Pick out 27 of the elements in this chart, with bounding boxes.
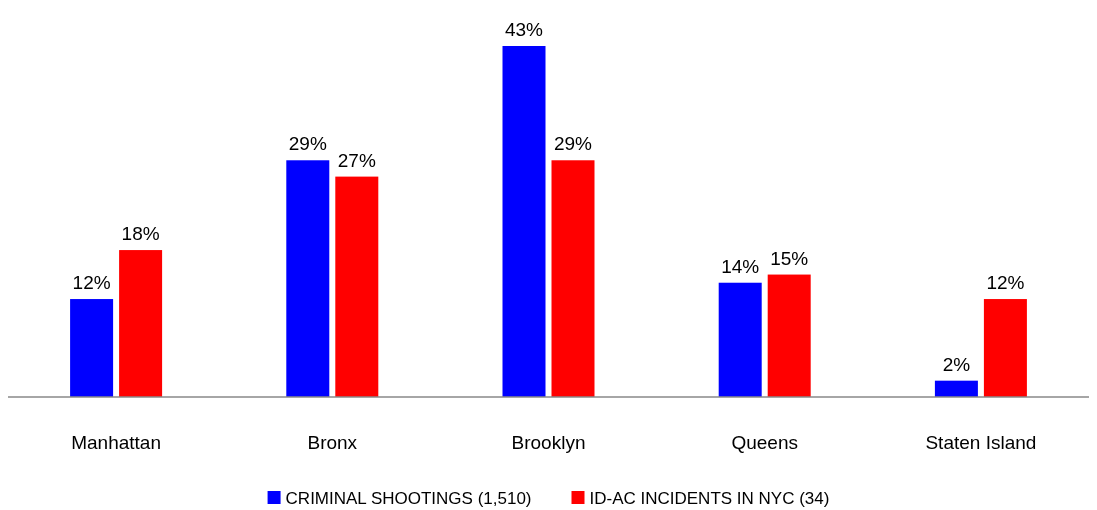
legend-label: ID-AC INCIDENTS IN NYC (34): [589, 489, 830, 508]
bar: [551, 160, 595, 397]
x-tick-label: Queens: [731, 432, 798, 453]
bar: [934, 380, 978, 397]
data-label: 15%: [770, 247, 809, 269]
data-label: 29%: [288, 133, 327, 155]
x-tick-label: Manhattan: [71, 432, 161, 453]
data-label: 29%: [553, 133, 593, 155]
data-label: 43%: [504, 19, 544, 40]
bar: [286, 160, 330, 397]
bar: [70, 299, 114, 397]
x-tick-label: Staten Island: [925, 432, 1037, 453]
data-label: 14%: [721, 255, 760, 277]
bar: [502, 46, 546, 397]
data-label: 12%: [986, 272, 1025, 294]
data-label: 2%: [942, 353, 971, 375]
x-tick-label: Bronx: [307, 432, 358, 453]
bar: [718, 282, 762, 397]
bar: [335, 176, 379, 397]
bar: [119, 250, 163, 397]
bar: [767, 274, 811, 397]
legend-label: CRIMINAL SHOOTINGS (1,510): [285, 489, 532, 508]
data-label: 12%: [72, 272, 111, 294]
data-label: 18%: [121, 223, 160, 245]
data-label: 27%: [337, 149, 376, 171]
bar: [983, 299, 1027, 397]
x-tick-label: Brooklyn: [511, 432, 586, 453]
